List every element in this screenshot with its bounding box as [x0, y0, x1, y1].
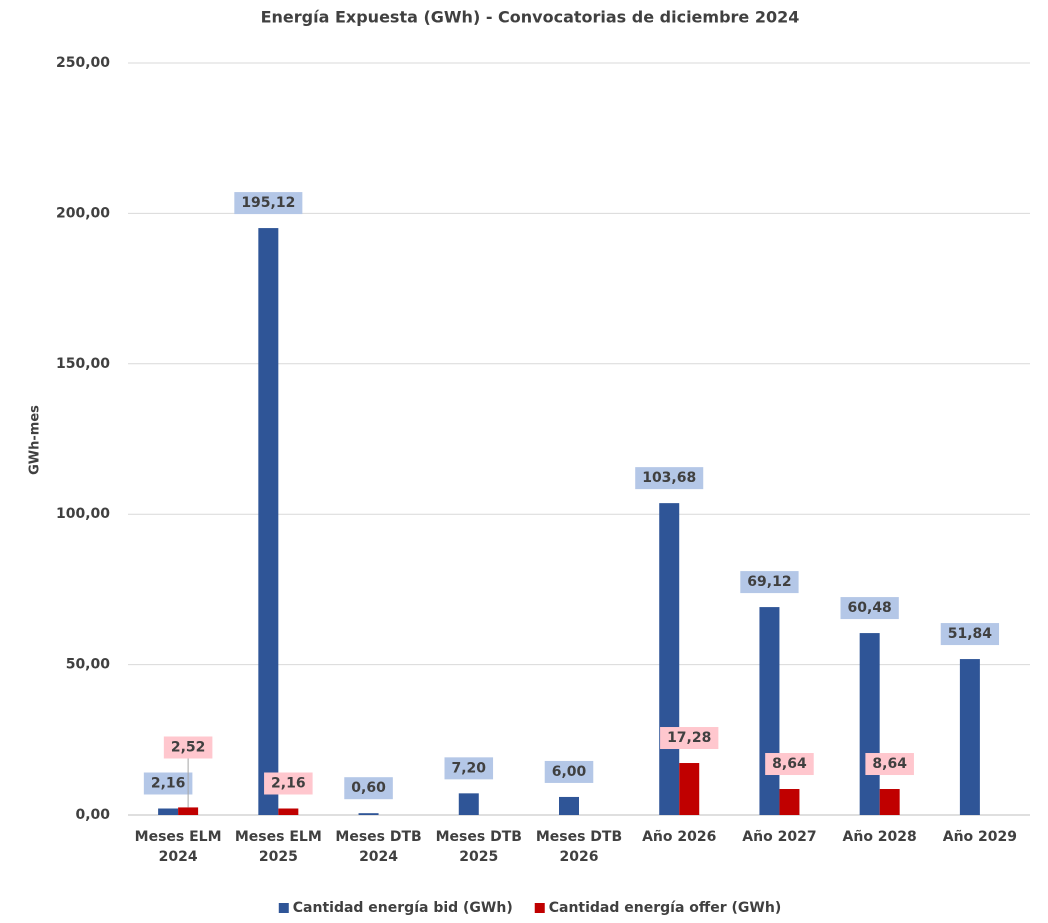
data-label-bg: [163, 736, 213, 759]
data-label: 0,60: [344, 777, 393, 800]
data-label-text: 8,64: [872, 756, 907, 772]
x-tick-label: Año 2027: [742, 829, 817, 845]
data-label-bg: [264, 772, 313, 795]
data-label-bg: [865, 753, 914, 776]
data-label-text: 2,52: [171, 740, 206, 756]
bar: [679, 763, 700, 815]
data-label-text: 2,16: [151, 776, 186, 792]
legend-item: Cantidad energía offer (GWh): [534, 900, 781, 916]
data-label-bg: [940, 623, 1000, 646]
bar: [358, 813, 379, 815]
bar: [559, 796, 579, 815]
data-label-text: 69,12: [747, 574, 791, 590]
data-label-text: 0,60: [351, 780, 386, 796]
data-label-bg: [765, 753, 814, 776]
bar: [959, 659, 980, 815]
data-label: 60,48: [840, 597, 899, 620]
data-label-bg: [840, 597, 899, 620]
data-label: 2,52: [163, 736, 213, 759]
bar: [759, 607, 780, 815]
data-label: 51,84: [940, 623, 1000, 646]
data-label-text: 103,68: [642, 470, 696, 486]
y-axis-title: GWh-mes: [28, 405, 43, 475]
bar: [458, 793, 479, 815]
data-label-text: 195,12: [241, 195, 295, 211]
y-tick-label: 0,00: [75, 807, 110, 823]
data-label-text: 17,28: [667, 730, 711, 746]
y-tick-label: 250,00: [56, 55, 110, 71]
data-label: 69,12: [740, 571, 799, 594]
x-tick-label: Meses DTB 2024: [335, 829, 422, 865]
data-label-text: 60,48: [848, 600, 892, 616]
bar: [158, 808, 179, 815]
data-label: 195,12: [234, 192, 303, 215]
data-label-text: 2,16: [271, 776, 306, 792]
x-tick-label: Meses DTB 2025: [435, 829, 522, 865]
bar: [178, 807, 199, 815]
y-tick-label: 200,00: [56, 205, 110, 221]
x-tick-label: Año 2028: [842, 829, 917, 845]
bar: [859, 633, 880, 815]
data-label: 8,64: [765, 753, 814, 776]
x-tick-label: Año 2026: [642, 829, 717, 845]
bar: [258, 228, 279, 815]
data-label: 8,64: [865, 753, 914, 776]
data-label-bg: [444, 757, 494, 780]
data-label-bg: [544, 760, 594, 783]
bar: [879, 789, 900, 815]
x-tick-label: Meses ELM 2025: [234, 829, 322, 865]
legend-swatch: [534, 903, 545, 913]
data-label-text: 8,64: [772, 756, 807, 772]
data-label-text: 51,84: [948, 626, 993, 642]
data-label-bg: [635, 467, 704, 490]
y-tick-label: 100,00: [56, 506, 110, 522]
bar: [779, 789, 800, 815]
data-label-bg: [234, 192, 303, 215]
data-label-text: 7,20: [452, 760, 487, 776]
y-tick-label: 150,00: [56, 356, 110, 372]
data-label: 6,00: [544, 760, 594, 783]
data-label-bg: [143, 772, 193, 795]
x-tick-label: Año 2029: [942, 829, 1017, 845]
data-label-text: 6,00: [552, 764, 587, 780]
legend-label: Cantidad energía offer (GWh): [549, 900, 781, 916]
bar: [278, 808, 299, 815]
data-label-bg: [660, 727, 719, 750]
chart-title: Energía Expuesta (GWh) - Convocatorias d…: [261, 8, 800, 27]
data-label: 103,68: [635, 467, 704, 490]
data-label: 2,16: [143, 772, 193, 795]
legend-item: Cantidad energía bid (GWh): [278, 900, 513, 916]
bar: [659, 503, 680, 815]
data-label-bg: [344, 777, 393, 800]
y-tick-label: 50,00: [66, 657, 111, 673]
legend-swatch: [278, 903, 289, 913]
x-tick-label: Meses DTB 2026: [535, 829, 623, 865]
x-tick-label: Meses ELM 2024: [134, 829, 222, 865]
data-label: 2,16: [264, 772, 313, 795]
data-label: 7,20: [444, 757, 494, 780]
legend-label: Cantidad energía bid (GWh): [293, 900, 513, 916]
data-label-bg: [740, 571, 799, 594]
data-label: 17,28: [660, 727, 719, 750]
